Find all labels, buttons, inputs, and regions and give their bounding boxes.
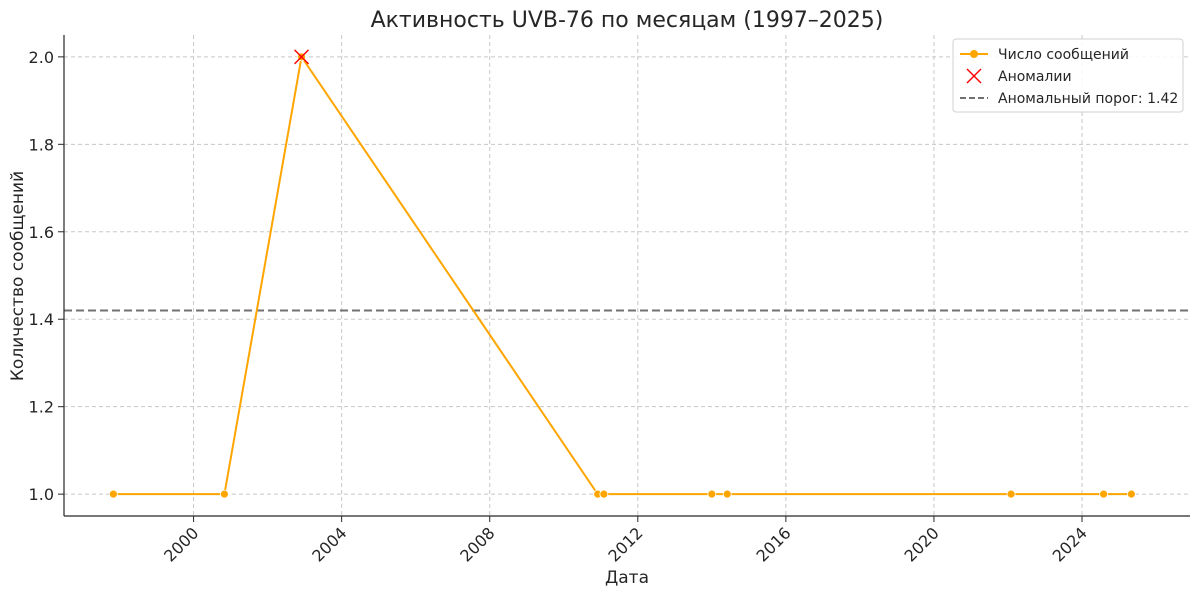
data-point <box>108 489 118 499</box>
anomaly-point <box>294 49 310 65</box>
data-point <box>220 489 229 499</box>
anomaly-stroke <box>294 49 310 65</box>
x-tick-label: 2004 <box>308 523 350 565</box>
legend-anomaly-x <box>966 68 982 84</box>
data-point <box>722 489 732 499</box>
x-tick-label: 2016 <box>752 523 794 565</box>
x-tick-label: 2024 <box>1049 523 1091 565</box>
y-tick-label: 2.0 <box>29 48 54 67</box>
series-markers <box>108 52 1136 499</box>
legend-series-marker <box>970 50 978 58</box>
tick-labels: 2000 2004 2008 2012 2016 2020 2024 1.0 1.2 1.4 1.6… <box>29 48 1091 566</box>
legend: Число сообщений Аномалии Аномальный поро… <box>952 38 1184 113</box>
data-point <box>599 489 609 499</box>
data-point <box>707 489 717 499</box>
y-tick-label: 1.8 <box>29 135 54 154</box>
series-line <box>113 54 1132 496</box>
x-tick-label: 2000 <box>160 523 202 565</box>
y-tick-label: 1.0 <box>29 485 54 504</box>
legend-label-threshold: Аномальный порог: 1.42 <box>998 91 1178 107</box>
legend-box <box>952 38 1184 113</box>
axes <box>58 35 1190 522</box>
x-tick-label: 2020 <box>901 523 943 565</box>
grid <box>64 35 1190 516</box>
y-tick-label: 1.4 <box>29 310 54 329</box>
x-tick-label: 2012 <box>604 523 646 565</box>
y-axis-label: Количество сообщений <box>8 171 28 381</box>
x-tick-label: 2008 <box>456 523 498 565</box>
x-axis-label: Дата <box>605 568 649 588</box>
data-point <box>1006 489 1016 499</box>
data-point <box>1099 489 1109 499</box>
y-tick-label: 1.2 <box>29 398 54 417</box>
anomaly-stroke <box>966 68 982 84</box>
legend-label-anomalies: Аномалии <box>998 69 1072 85</box>
anomaly-markers <box>294 49 310 65</box>
legend-anomaly-marker <box>966 68 982 84</box>
y-tick-label: 1.6 <box>29 223 54 242</box>
data-point <box>1126 489 1136 499</box>
chart-title: Активность UVB-76 по месяцам (1997–2025) <box>371 8 884 33</box>
legend-label-series: Число сообщений <box>998 47 1129 63</box>
